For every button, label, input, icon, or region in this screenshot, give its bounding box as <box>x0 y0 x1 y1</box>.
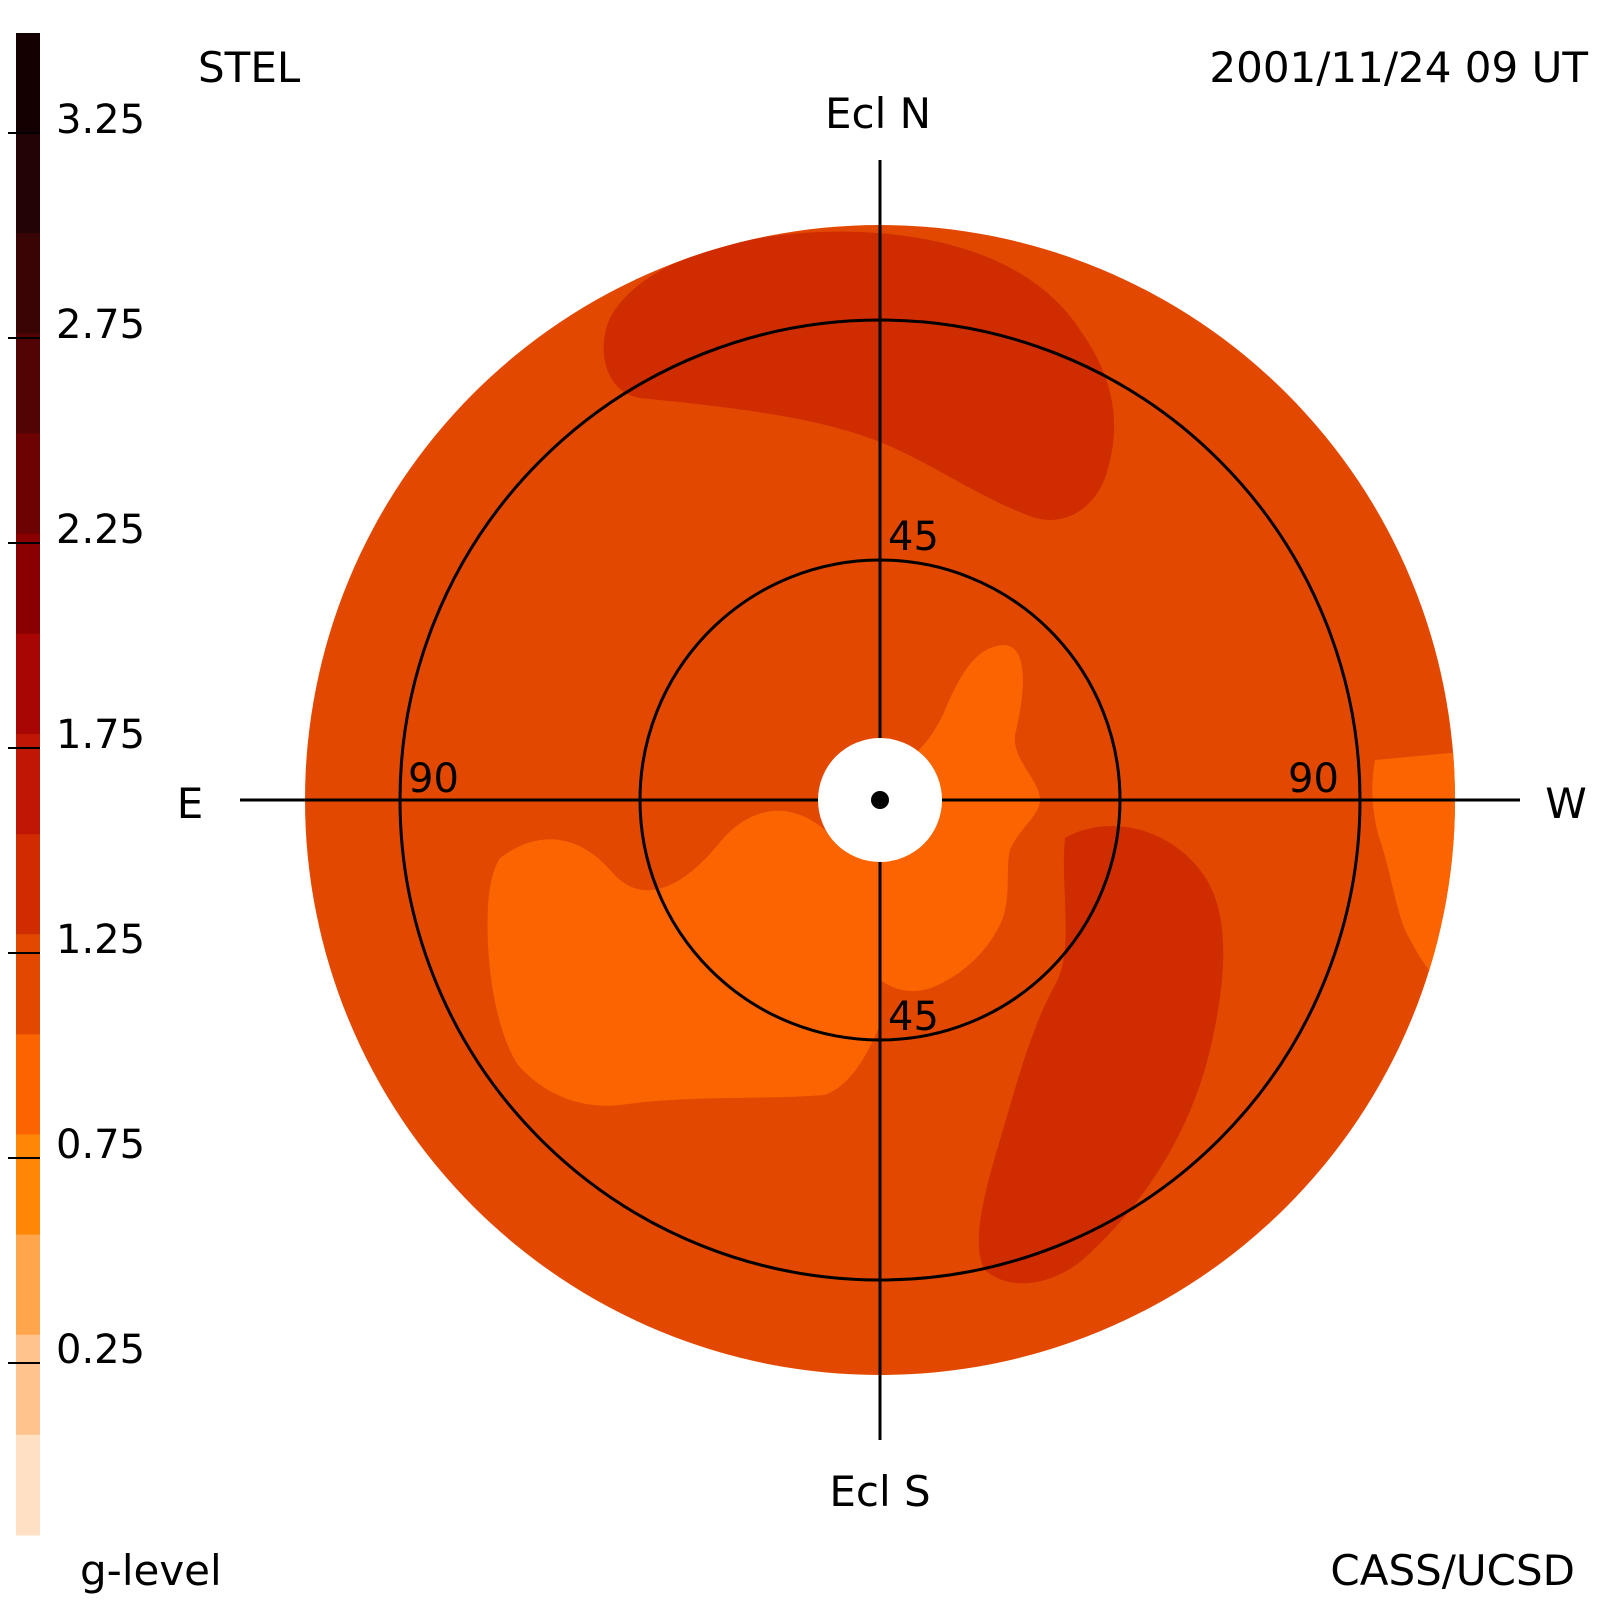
colorbar-band <box>16 1334 40 1436</box>
colorbar-band <box>16 633 40 735</box>
timestamp-label: 2001/11/24 09 UT <box>1209 43 1588 92</box>
direction-label-east: E <box>177 779 204 828</box>
colorbar-band <box>16 333 40 435</box>
colorbar-tick-label: 0.75 <box>56 1122 145 1168</box>
colorbar-band <box>16 1034 40 1135</box>
high-brightness-region <box>978 826 1224 1284</box>
colorbar-band <box>16 1434 40 1536</box>
ring-label-90-right: 90 <box>1288 756 1339 802</box>
brightness-regions <box>487 231 1455 1284</box>
sun-center-dot <box>871 791 889 809</box>
colorbar-tick-label: 1.75 <box>56 712 145 758</box>
ring-label-90-left: 90 <box>408 756 459 802</box>
ring-label-45-bottom: 45 <box>888 994 939 1040</box>
credit-label: CASS/UCSD <box>1330 1546 1575 1595</box>
direction-label-north: Ecl N <box>825 89 931 138</box>
sky-map: 45 45 90 90 Ecl N Ecl S E W <box>177 89 1587 1516</box>
colorbar-bands <box>16 33 40 1536</box>
direction-label-south: Ecl S <box>829 1467 930 1516</box>
colorbar-tick-label: 0.25 <box>56 1327 145 1373</box>
colorbar-band <box>16 1234 40 1336</box>
colorbar-ticks <box>8 132 40 1364</box>
colorbar-tick-label: 2.75 <box>56 302 145 348</box>
instrument-label: STEL <box>198 43 301 92</box>
ring-label-45-top: 45 <box>888 514 939 560</box>
colorbar-band <box>16 433 40 535</box>
colorbar-band <box>16 733 40 835</box>
colorbar-band <box>16 1134 40 1236</box>
colorbar-tick-label: 1.25 <box>56 917 145 963</box>
low-brightness-region <box>880 644 1040 992</box>
colorbar-tick-label: 3.25 <box>56 97 145 143</box>
colorbar-band <box>16 33 40 134</box>
colorbar-band <box>16 934 40 1035</box>
colorbar-band <box>16 233 40 334</box>
low-brightness-region <box>1372 752 1455 1000</box>
colorbar-band <box>16 834 40 935</box>
colorbar-band <box>16 533 40 635</box>
colorbar-tick-label: 2.25 <box>56 507 145 553</box>
direction-label-west: W <box>1545 779 1587 828</box>
high-brightness-region <box>603 231 1115 520</box>
colorbar-band <box>16 133 40 234</box>
low-brightness-region <box>487 810 880 1106</box>
colorbar-title: g-level <box>80 1546 222 1595</box>
colorbar: 3.25 2.75 2.25 1.75 1.25 0.75 0.25 g-lev… <box>8 33 222 1595</box>
